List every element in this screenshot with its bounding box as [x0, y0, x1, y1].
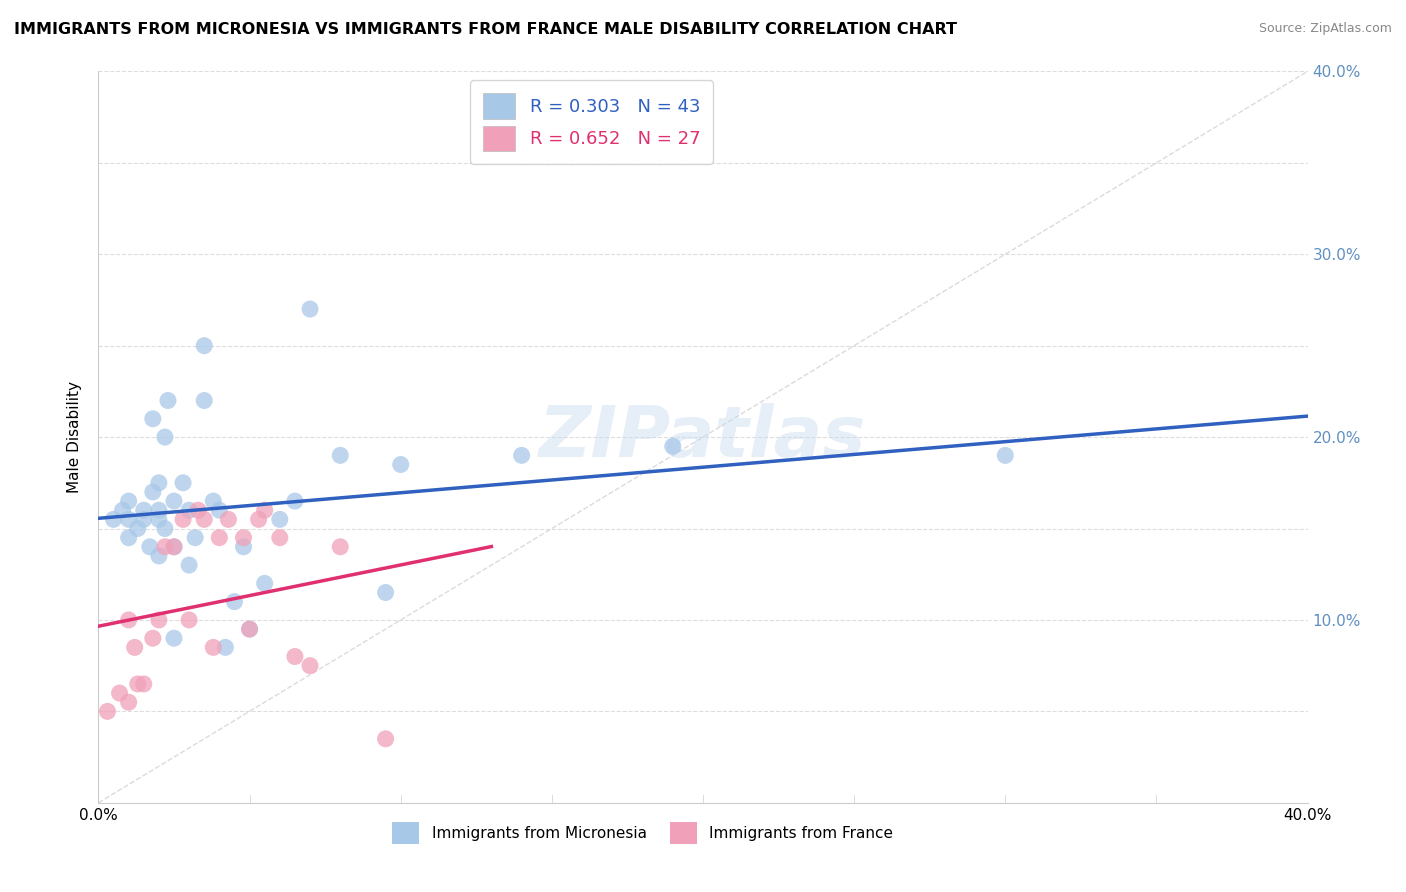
Point: [389, 458, 412, 472]
Point: [329, 448, 352, 462]
Point: [142, 485, 165, 500]
Point: [118, 613, 141, 627]
Point: [284, 649, 307, 664]
Point: [994, 448, 1017, 462]
Point: [118, 695, 141, 709]
Point: [661, 439, 683, 453]
Point: [148, 512, 170, 526]
Point: [299, 658, 322, 673]
Point: [214, 640, 236, 655]
Point: [142, 412, 165, 426]
Point: [284, 494, 307, 508]
Text: ZIPatlas: ZIPatlas: [540, 402, 866, 472]
Point: [156, 393, 179, 408]
Point: [179, 558, 201, 573]
Text: Source: ZipAtlas.com: Source: ZipAtlas.com: [1258, 22, 1392, 36]
Point: [232, 540, 254, 554]
Point: [184, 531, 207, 545]
Point: [179, 503, 201, 517]
Point: [163, 540, 186, 554]
Point: [163, 632, 186, 646]
Point: [132, 503, 155, 517]
Point: [153, 430, 176, 444]
Point: [118, 531, 141, 545]
Point: [127, 521, 149, 535]
Point: [202, 640, 225, 655]
Point: [374, 731, 396, 746]
Legend: Immigrants from Micronesia, Immigrants from France: Immigrants from Micronesia, Immigrants f…: [385, 816, 900, 850]
Point: [142, 632, 165, 646]
Point: [148, 613, 170, 627]
Point: [172, 475, 194, 490]
Point: [193, 512, 215, 526]
Point: [108, 686, 131, 700]
Point: [96, 705, 118, 719]
Point: [118, 494, 141, 508]
Point: [132, 512, 155, 526]
Point: [163, 494, 186, 508]
Point: [208, 531, 231, 545]
Text: IMMIGRANTS FROM MICRONESIA VS IMMIGRANTS FROM FRANCE MALE DISABILITY CORRELATION: IMMIGRANTS FROM MICRONESIA VS IMMIGRANTS…: [14, 22, 957, 37]
Point: [299, 301, 322, 317]
Point: [163, 540, 186, 554]
Point: [269, 512, 291, 526]
Point: [239, 622, 262, 636]
Point: [127, 677, 149, 691]
Point: [232, 531, 254, 545]
Point: [329, 540, 352, 554]
Point: [202, 494, 225, 508]
Point: [172, 512, 194, 526]
Point: [239, 622, 262, 636]
Point: [153, 540, 176, 554]
Point: [253, 503, 276, 517]
Point: [247, 512, 270, 526]
Point: [148, 503, 170, 517]
Point: [253, 576, 276, 591]
Point: [217, 512, 239, 526]
Point: [208, 503, 231, 517]
Point: [103, 512, 125, 526]
Y-axis label: Male Disability: Male Disability: [67, 381, 83, 493]
Point: [118, 512, 141, 526]
Point: [148, 549, 170, 563]
Point: [153, 521, 176, 535]
Point: [124, 640, 146, 655]
Point: [148, 475, 170, 490]
Point: [374, 585, 396, 599]
Point: [139, 540, 162, 554]
Point: [510, 448, 533, 462]
Point: [269, 531, 291, 545]
Point: [179, 613, 201, 627]
Point: [111, 503, 134, 517]
Point: [224, 594, 246, 608]
Point: [193, 393, 215, 408]
Point: [193, 338, 215, 352]
Point: [187, 503, 209, 517]
Point: [132, 677, 155, 691]
